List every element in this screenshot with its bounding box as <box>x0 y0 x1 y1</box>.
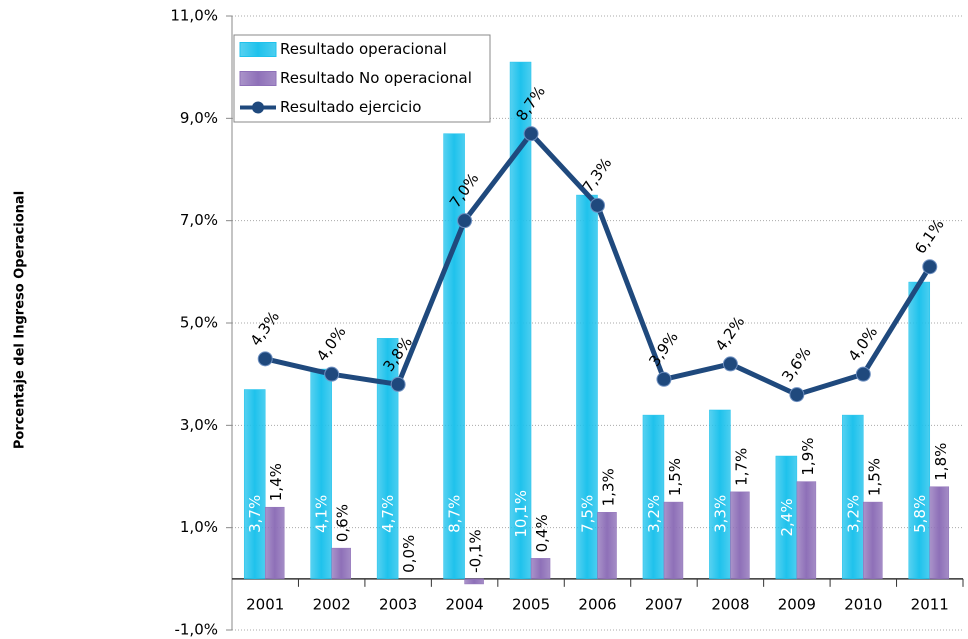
value-label: 4,2% <box>712 313 749 355</box>
y-tick-label: 9,0% <box>180 109 218 127</box>
value-label: 1,5% <box>666 458 684 496</box>
value-label: 0,4% <box>533 514 551 552</box>
value-label: 8,7% <box>446 495 464 533</box>
bar <box>530 558 551 580</box>
bar <box>863 501 883 580</box>
value-label: 0,0% <box>400 535 418 573</box>
value-label: 3,6% <box>778 344 815 386</box>
x-tick-label: 2010 <box>844 596 882 614</box>
legend-label: Resultado ejercicio <box>280 98 421 116</box>
value-label: 3,2% <box>844 495 862 533</box>
point <box>390 376 406 392</box>
bar <box>642 414 665 580</box>
bar <box>796 481 817 580</box>
point <box>257 351 273 367</box>
legend-marker <box>252 101 264 114</box>
point <box>457 213 473 229</box>
x-tick-label: 2002 <box>313 596 351 614</box>
legend-swatch <box>239 42 277 57</box>
x-tick-label: 2001 <box>246 596 284 614</box>
value-label: 4,1% <box>313 495 331 533</box>
x-tick-label: 2009 <box>778 596 816 614</box>
value-label: 1,3% <box>600 468 618 506</box>
x-tick-label: 2006 <box>578 596 616 614</box>
bar <box>663 501 684 580</box>
bar <box>464 578 484 585</box>
legend-box <box>233 34 491 123</box>
bar <box>597 512 617 580</box>
x-tick-label: 2005 <box>512 596 550 614</box>
legend-label: Resultado No operacional <box>280 69 472 87</box>
value-label: 3,3% <box>711 495 729 533</box>
bar <box>908 281 931 580</box>
value-label: 0,6% <box>334 504 352 542</box>
legend: Resultado operacional Resultado No operac… <box>233 34 491 123</box>
bar <box>929 486 950 580</box>
point <box>656 371 672 387</box>
bar <box>443 133 465 580</box>
bar <box>509 61 532 580</box>
y-tick-label: 1,0% <box>180 518 218 536</box>
value-label: 3,2% <box>645 495 663 533</box>
x-tick-label: 2003 <box>379 596 417 614</box>
x-tick-label: 2011 <box>911 596 949 614</box>
value-label: 6,1% <box>911 216 948 258</box>
bar <box>730 491 750 580</box>
bar <box>376 338 399 580</box>
value-label: -0,1% <box>467 529 485 573</box>
bar <box>243 389 266 580</box>
value-label: 4,0% <box>313 323 350 365</box>
point <box>523 126 539 142</box>
value-label: 1,9% <box>799 438 817 476</box>
point <box>324 366 340 382</box>
legend-swatch <box>239 71 277 86</box>
value-label: 7,3% <box>579 154 616 196</box>
legend-label: Resultado operacional <box>280 40 447 58</box>
x-tick-label: 2008 <box>711 596 749 614</box>
x-tick-label: 2007 <box>645 596 683 614</box>
point <box>855 366 871 382</box>
value-label: 5,8% <box>911 495 929 533</box>
bar <box>842 414 864 580</box>
bar <box>331 547 351 580</box>
bar <box>709 409 731 580</box>
value-label: 7,5% <box>579 495 597 533</box>
bar <box>264 506 285 580</box>
value-label: 10,1% <box>512 490 530 538</box>
point <box>922 259 938 275</box>
y-tick-label: 3,0% <box>180 416 218 434</box>
point <box>722 356 738 372</box>
value-label: 2,4% <box>778 498 796 536</box>
y-tick-label: 5,0% <box>180 314 218 332</box>
y-tick-label: -1,0% <box>174 621 218 639</box>
y-axis-title: Porcentaje del Ingreso Operacional <box>13 191 28 449</box>
y-tick-label: 7,0% <box>180 211 218 229</box>
point <box>590 197 605 213</box>
point <box>789 387 805 403</box>
y-tick-label: 11,0% <box>170 7 218 25</box>
value-label: 4,7% <box>379 495 397 533</box>
value-label: 4,3% <box>247 308 284 350</box>
bar <box>310 368 332 580</box>
value-label: 1,5% <box>865 458 883 496</box>
value-label: 3,7% <box>246 495 264 533</box>
value-label: 1,8% <box>932 443 950 481</box>
x-tick-label: 2004 <box>445 596 483 614</box>
value-label: 1,7% <box>732 448 750 486</box>
value-label: 1,4% <box>267 463 285 501</box>
